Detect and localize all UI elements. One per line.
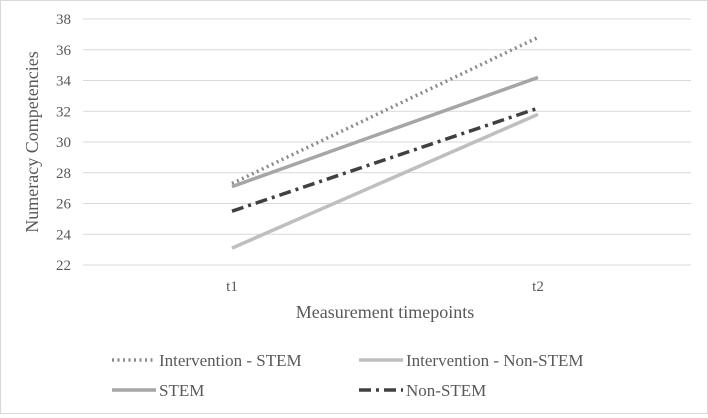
series-line-intervention-stem xyxy=(231,35,539,186)
legend-item-stem: STEM xyxy=(112,381,204,400)
legend-label-non-stem: Non-STEM xyxy=(406,381,486,400)
legend-item-non-stem: Non-STEM xyxy=(359,381,486,400)
series-line-intervention-non-stem xyxy=(231,112,539,250)
series-line-non-stem xyxy=(231,106,539,213)
y-tick-label-22: 22 xyxy=(56,258,71,274)
x-tick-label-t2: t2 xyxy=(532,279,544,295)
x-axis-title: Measurement timepoints xyxy=(296,302,474,322)
y-axis-title: Numeracy Competencies xyxy=(22,51,42,232)
y-axis-ticks: 22 24 26 28 30 32 34 36 38 xyxy=(56,12,72,274)
y-tick-label-30: 30 xyxy=(56,135,71,151)
legend: Intervention - STEM Intervention - Non-S… xyxy=(112,351,584,400)
legend-item-intervention-stem: Intervention - STEM xyxy=(112,351,302,370)
y-tick-label-36: 36 xyxy=(56,43,72,59)
legend-label-intervention-non-stem: Intervention - Non-STEM xyxy=(406,351,584,370)
y-tick-label-32: 32 xyxy=(56,104,71,120)
legend-item-intervention-non-stem: Intervention - Non-STEM xyxy=(359,351,584,370)
y-tick-label-24: 24 xyxy=(56,227,72,243)
y-tick-label-26: 26 xyxy=(56,197,72,213)
legend-label-stem: STEM xyxy=(159,381,204,400)
legend-label-intervention-stem: Intervention - STEM xyxy=(159,351,302,370)
gridlines xyxy=(83,18,691,266)
y-tick-label-28: 28 xyxy=(56,166,71,182)
y-tick-label-38: 38 xyxy=(56,12,71,28)
y-tick-label-34: 34 xyxy=(56,74,72,90)
series-line-stem xyxy=(231,75,539,189)
series-lines xyxy=(231,35,539,250)
x-tick-label-t1: t1 xyxy=(226,279,238,295)
x-axis-ticks: t1 t2 xyxy=(226,279,544,295)
